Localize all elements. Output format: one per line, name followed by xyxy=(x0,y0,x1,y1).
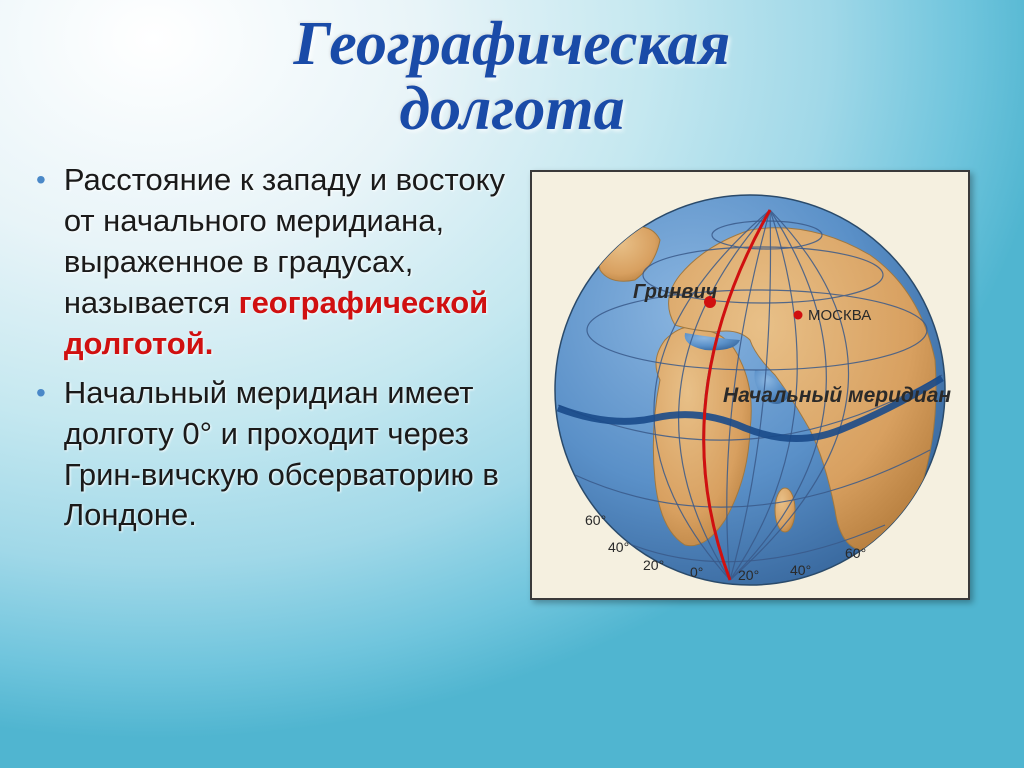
globe-frame: Гринвич МОСКВА Начальный меридиан 0° 20°… xyxy=(530,170,970,600)
deg-40e: 40° xyxy=(790,562,811,578)
slide-title: Географическая долгота xyxy=(0,0,1024,142)
deg-60e: 60° xyxy=(845,545,866,561)
prime-meridian-label: Начальный меридиан xyxy=(723,384,951,407)
bullet-1-text: Расстояние к западу и востоку от начальн… xyxy=(64,160,510,365)
deg-20e: 20° xyxy=(738,567,759,583)
bullet-2-part-0: Начальный меридиан имеет долготу 0° и пр… xyxy=(64,375,499,533)
title-line-2: долгота xyxy=(399,75,624,143)
globe-column: Гринвич МОСКВА Начальный меридиан 0° 20°… xyxy=(530,160,970,600)
deg-20w: 20° xyxy=(643,557,664,573)
moscow-dot xyxy=(794,311,803,320)
greenwich-label: Гринвич xyxy=(633,281,718,303)
text-column: • Расстояние к западу и востоку от начал… xyxy=(20,160,510,600)
bullet-dot-icon: • xyxy=(36,373,46,413)
landmass-island xyxy=(775,488,795,532)
deg-0: 0° xyxy=(690,564,703,580)
deg-60w: 60° xyxy=(585,512,606,528)
globe-diagram: Гринвич МОСКВА Начальный меридиан 0° 20°… xyxy=(540,180,960,590)
bullet-dot-icon: • xyxy=(36,160,46,200)
bullet-2-text: Начальный меридиан имеет долготу 0° и пр… xyxy=(64,373,510,537)
content-row: • Расстояние к западу и востоку от начал… xyxy=(0,142,1024,600)
bullet-1: • Расстояние к западу и востоку от начал… xyxy=(30,160,510,365)
deg-40w: 40° xyxy=(608,539,629,555)
bullet-2: • Начальный меридиан имеет долготу 0° и … xyxy=(30,373,510,537)
title-line-1: Географическая xyxy=(294,10,731,78)
moscow-label: МОСКВА xyxy=(808,307,871,324)
